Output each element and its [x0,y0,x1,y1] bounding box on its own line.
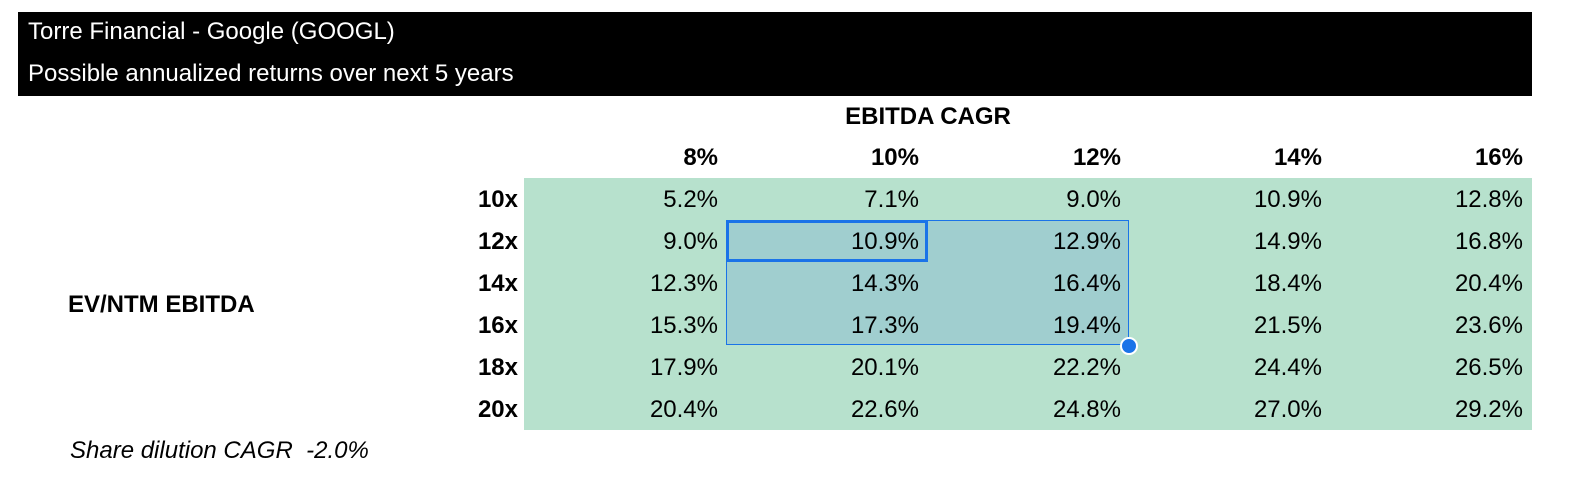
grid-cell[interactable]: 27.0% [1253,396,1322,423]
column-header-2[interactable]: 10% [870,144,919,171]
grid-cell[interactable]: 22.2% [1052,354,1121,381]
grid-cell[interactable]: 7.1% [864,186,919,213]
grid-cell[interactable]: 16.4% [1052,270,1121,297]
grid-cell[interactable]: 12.8% [1454,186,1523,213]
title-banner: Torre Financial - Google (GOOGL) Possibl… [18,12,1532,96]
grid-cell[interactable]: 29.2% [1454,396,1523,423]
grid-cell[interactable]: 12.3% [649,270,718,297]
fill-handle[interactable] [1120,337,1138,355]
row-header-3[interactable]: 14x [477,270,518,297]
grid-cell[interactable]: 12.9% [1052,228,1121,255]
row-axis-label[interactable]: EV/NTM EBITDA [68,291,255,318]
grid-cell[interactable]: 23.6% [1454,312,1523,339]
row-header-5[interactable]: 18x [477,354,518,381]
grid-cell[interactable]: 19.4% [1052,312,1121,339]
grid-cell[interactable]: 14.9% [1253,228,1322,255]
grid-cell[interactable]: 16.8% [1454,228,1523,255]
grid-cell[interactable]: 9.0% [1066,186,1121,213]
grid-cell[interactable]: 17.9% [649,354,718,381]
grid-cell[interactable]: 22.6% [850,396,919,423]
share-dilution-note[interactable]: Share dilution CAGR -2.0% [70,434,369,468]
column-axis-label[interactable]: EBITDA CAGR [845,103,1011,130]
row-header-4[interactable]: 16x [477,312,518,339]
grid-cell[interactable]: 14.3% [850,270,919,297]
grid-cell[interactable]: 5.2% [663,186,718,213]
column-header-1[interactable]: 8% [683,144,718,171]
row-header-2[interactable]: 12x [477,228,518,255]
grid-cell-active[interactable]: 10.9% [850,228,919,255]
grid-cell[interactable]: 24.4% [1253,354,1322,381]
grid-cell[interactable]: 24.8% [1052,396,1121,423]
grid-cell[interactable]: 26.5% [1454,354,1523,381]
grid-cell[interactable]: 15.3% [649,312,718,339]
grid-cell[interactable]: 17.3% [850,312,919,339]
grid-cell[interactable]: 21.5% [1253,312,1322,339]
grid-cell[interactable]: 10.9% [1253,186,1322,213]
column-header-4[interactable]: 14% [1273,144,1322,171]
grid-cell[interactable]: 20.4% [649,396,718,423]
grid-cell[interactable]: 20.1% [850,354,919,381]
row-header-1[interactable]: 10x [477,186,518,213]
sheet-title[interactable]: Torre Financial - Google (GOOGL) [28,18,395,45]
sheet-subtitle[interactable]: Possible annualized returns over next 5 … [28,60,514,87]
grid-cell[interactable]: 20.4% [1454,270,1523,297]
grid-cell[interactable]: 18.4% [1253,270,1322,297]
share-dilution-label: Share dilution CAGR [70,437,293,464]
column-header-5[interactable]: 16% [1474,144,1523,171]
active-cell-border [726,220,928,262]
grid-cell[interactable]: 9.0% [663,228,718,255]
row-header-6[interactable]: 20x [477,396,518,423]
share-dilution-value: -2.0% [306,437,369,464]
column-header-3[interactable]: 12% [1072,144,1121,171]
